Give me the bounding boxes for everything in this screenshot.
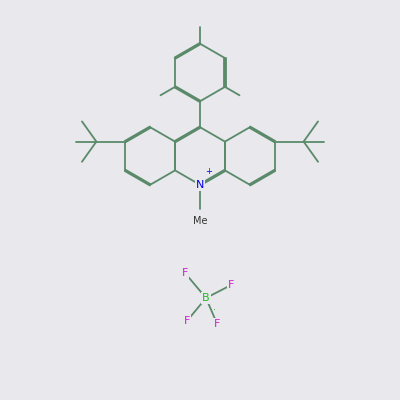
Text: Me: Me [193, 216, 207, 226]
Text: F: F [182, 268, 188, 278]
Text: +: + [205, 167, 212, 176]
Text: F: F [228, 280, 234, 290]
Text: ·: · [213, 305, 216, 315]
Text: N: N [196, 180, 204, 190]
Text: F: F [214, 319, 220, 329]
Text: B: B [202, 293, 210, 303]
Text: F: F [184, 316, 190, 326]
